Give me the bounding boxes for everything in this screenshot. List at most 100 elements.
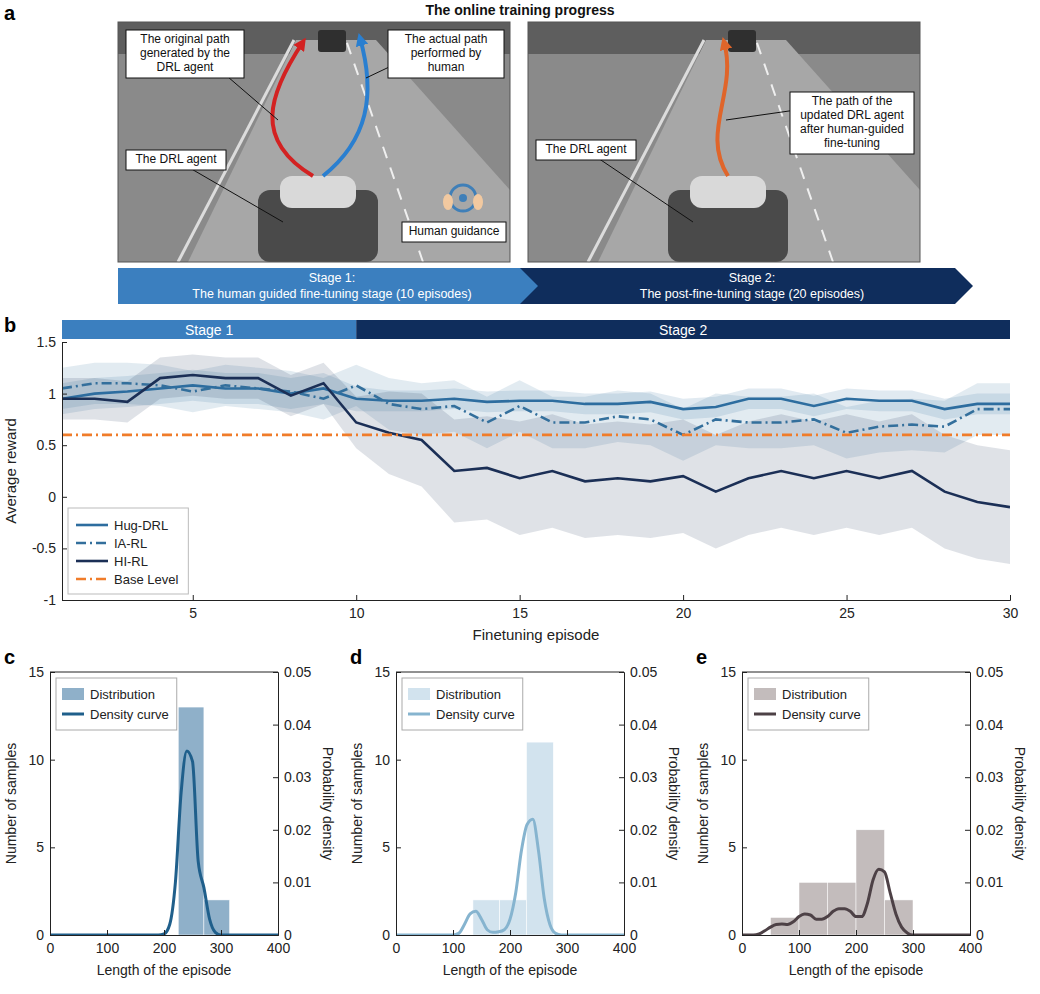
tick: 0.01	[965, 874, 1003, 890]
tick: 300	[556, 930, 580, 956]
legend-label: Density curve	[782, 707, 861, 722]
tick-label: 0.05	[630, 664, 657, 680]
tick: 0.04	[619, 717, 657, 733]
frame-top	[50, 672, 278, 673]
tick-label: 0.02	[630, 822, 657, 838]
tick-mark	[965, 777, 970, 778]
legend-swatch	[408, 688, 430, 700]
tick: 5	[382, 839, 401, 855]
tick: 200	[153, 930, 177, 956]
text-line: DRL agent	[157, 60, 215, 74]
stage-bar	[62, 320, 356, 339]
tick-mark	[742, 760, 747, 761]
tick-mark	[50, 847, 55, 848]
y-axis: 051015	[720, 664, 747, 943]
tick: 0.02	[619, 822, 657, 838]
tick: 0.04	[273, 717, 311, 733]
label-text: The path of theupdated DRL agentafter hu…	[800, 94, 905, 150]
panel-a: aThe online training progressThe origina…	[4, 2, 973, 304]
panel-letter: b	[4, 314, 16, 336]
tick: 200	[845, 930, 869, 956]
tick-label: 0	[36, 927, 44, 943]
axis-line	[63, 343, 68, 601]
series-line	[62, 434, 1010, 437]
tick-mark	[520, 595, 521, 600]
density-curve	[742, 869, 970, 935]
tick: 25	[839, 595, 855, 621]
tick: 300	[902, 930, 926, 956]
tick-mark	[50, 760, 55, 761]
tick: 0.05	[273, 664, 311, 680]
tick: 10	[349, 595, 365, 621]
tick: 100	[442, 930, 466, 956]
tick-label: 0	[739, 940, 747, 956]
x-axis: 0100200300400	[47, 930, 291, 956]
photo: The original pathgenerated by theDRL age…	[118, 22, 510, 262]
stage-text: The post-fine-tuning stage (20 episodes)	[640, 287, 864, 301]
x-axis-title: Length of the episode	[443, 962, 578, 978]
tick: 0.01	[619, 874, 657, 890]
tick-label: 0.01	[976, 874, 1003, 890]
label-box	[402, 222, 506, 242]
tick-mark	[62, 394, 67, 395]
tick-mark	[164, 930, 165, 935]
tick-label: 0.04	[976, 717, 1003, 733]
legend-label: Base Level	[114, 572, 178, 587]
tick-label: 10	[349, 605, 365, 621]
legend-swatch	[76, 560, 108, 563]
text-line: generated by the	[140, 46, 230, 60]
tick-label: 0.04	[284, 717, 311, 733]
tick-mark	[510, 930, 511, 935]
legend-label: HI-RL	[114, 554, 148, 569]
text-line: The original path	[140, 32, 229, 46]
tick-label: 200	[153, 940, 177, 956]
text-line: Human guidance	[409, 224, 500, 238]
tick: 15	[512, 595, 528, 621]
tick: 300	[210, 930, 234, 956]
y2-axis: 00.010.020.030.040.05	[965, 664, 1003, 943]
tick-mark	[965, 882, 970, 883]
panel-b: bStage 1Stage 251015202530-1-0.500.511.5…	[2, 314, 1018, 643]
hand	[473, 194, 483, 210]
photo-ground	[528, 22, 920, 262]
legend-label: Distribution	[90, 687, 155, 702]
panel-letter: e	[696, 646, 707, 668]
label-box	[536, 140, 636, 160]
tick: 0	[728, 927, 747, 943]
label-box	[388, 30, 504, 78]
tick-label: 100	[442, 940, 466, 956]
tick-label: 0.5	[37, 437, 57, 453]
label-text: The actual pathperformed byhuman	[405, 32, 488, 74]
tick-label: 10	[720, 752, 736, 768]
panel-hist: d010020030040005101500.010.020.030.040.0…	[349, 646, 682, 978]
axis-line	[965, 673, 971, 936]
tick: 0.05	[965, 664, 1003, 680]
frame-top	[742, 672, 970, 673]
x-axis-title: Finetuning episode	[473, 626, 600, 643]
tick-mark	[619, 882, 624, 883]
series-line	[62, 383, 1010, 435]
ego-car-hood	[690, 176, 766, 208]
density-curve	[396, 819, 624, 935]
tick: 0.04	[965, 717, 1003, 733]
tick-label: 0.02	[284, 822, 311, 838]
panel-letter: d	[350, 646, 362, 668]
tick-mark	[50, 935, 55, 936]
tick-label: 5	[382, 839, 390, 855]
legend-swatch	[62, 713, 84, 716]
tick-mark	[62, 342, 67, 343]
y2-axis: 00.010.020.030.040.05	[273, 664, 311, 943]
tick-label: 5	[189, 605, 197, 621]
tick-label: 300	[556, 940, 580, 956]
text-line: The path of the	[812, 94, 893, 108]
label-box	[126, 30, 244, 78]
tick-label: 300	[902, 940, 926, 956]
wheel-icon	[443, 185, 483, 211]
tick: 0.5	[37, 437, 67, 453]
tick-mark	[619, 777, 624, 778]
tick: 10	[374, 752, 401, 768]
tick: 30	[1003, 595, 1019, 621]
legend-label: Distribution	[782, 687, 847, 702]
tick-label: 300	[210, 940, 234, 956]
legend-swatch	[76, 578, 108, 581]
